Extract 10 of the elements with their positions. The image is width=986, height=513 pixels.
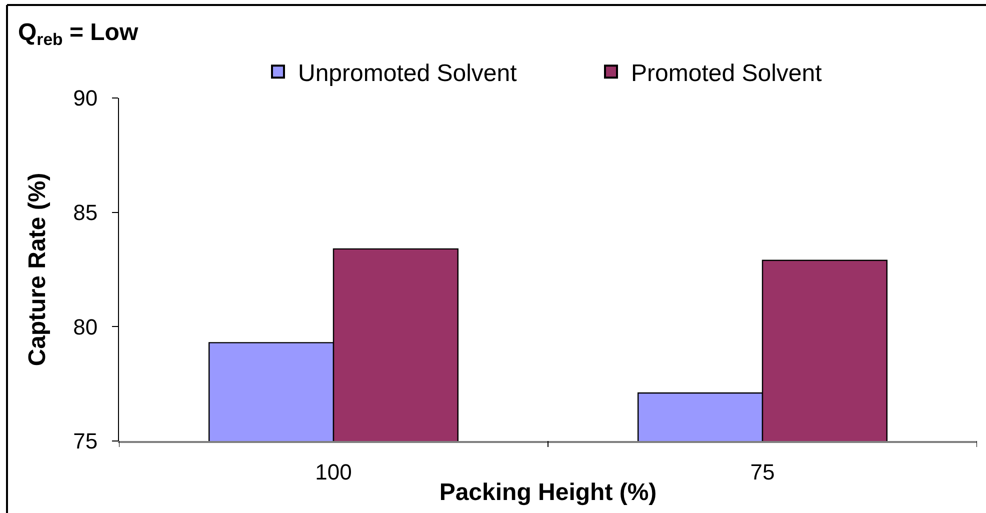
y-tick-label: 75 bbox=[73, 428, 98, 454]
chart-title: Q$_{reb}$ = Low bbox=[18, 18, 138, 49]
y-axis-title: Capture Rate (%) bbox=[24, 172, 52, 366]
legend-label: Promoted Solvent bbox=[631, 60, 822, 87]
x-tick-label: 100 bbox=[315, 459, 352, 484]
x-axis-title: Packing Height (%) bbox=[439, 479, 657, 506]
y-tick-label: 85 bbox=[73, 200, 98, 226]
legend-label: Unpromoted Solvent bbox=[298, 60, 518, 87]
y-tick-label: 80 bbox=[73, 314, 98, 340]
y-tick-label: 90 bbox=[73, 86, 98, 111]
